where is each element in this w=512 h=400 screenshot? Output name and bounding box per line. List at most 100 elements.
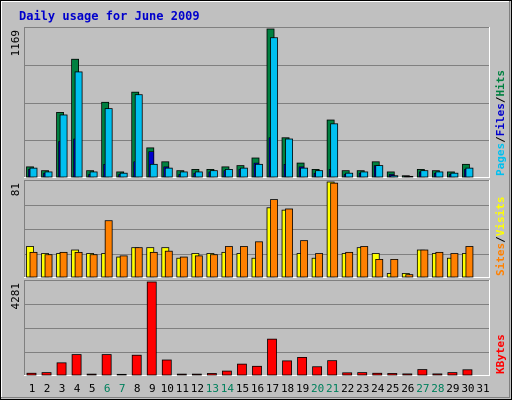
bar-kbytes-day-2 [41,372,52,376]
bar-kbytes-day-20 [312,366,323,376]
bar-kbytes-day-8 [131,354,142,376]
bar-sites-day-16 [255,241,263,278]
x-tick-label: 19 [296,382,309,395]
chart-marks [26,28,474,376]
bar-sites-day-8 [134,247,143,278]
bar-pages-day-21 [330,123,339,178]
legend-visits-sites: Sites/Visits [494,197,507,277]
bar-kbytes-day-4 [71,354,82,376]
bar-kbytes-day-10 [161,359,172,376]
bar-kbytes-day-9 [146,281,157,376]
x-tick-label: 1 [29,382,36,395]
legend-separator: / [494,236,507,243]
bar-pages-day-11 [179,171,188,178]
bar-kbytes-day-12 [191,373,202,376]
x-tick-label: 26 [401,382,414,395]
ymax-label-visits-sites: 81 [9,183,22,196]
bar-pages-day-16 [255,163,263,178]
x-tick-label: 30 [461,382,474,395]
x-tick-label: 12 [191,382,204,395]
bar-sites-day-29 [450,253,459,278]
bar-sites-day-24 [375,259,384,278]
bar-pages-day-19 [300,167,308,178]
ymax-label-kbytes: 4281 [9,283,22,310]
bar-sites-day-19 [300,240,308,278]
bar-sites-day-26 [405,274,414,278]
x-tick-label: 11 [176,382,189,395]
bar-kbytes-day-3 [56,362,67,376]
x-tick-label: 4 [74,382,81,395]
bar-pages-day-5 [89,171,98,178]
bar-kbytes-day-29 [447,372,458,376]
legend-visits: Visits [494,197,507,237]
x-tick-label: 7 [119,382,126,395]
bar-sites-day-12 [194,255,203,278]
bar-pages-day-15 [240,167,248,178]
bar-kbytes-day-14 [222,370,232,376]
bar-sites-day-13 [209,254,218,278]
legend-separator: / [494,96,507,103]
bar-sites-day-10 [164,250,173,278]
x-tick-label: 13 [206,382,219,395]
bar-pages-day-9 [149,163,158,178]
bar-sites-day-25 [390,259,399,278]
bar-kbytes-day-11 [176,373,187,376]
bar-pages-day-1 [29,167,38,178]
x-tick-label: 24 [371,382,385,395]
x-tick-label: 3 [59,382,66,395]
bar-sites-day-30 [465,246,474,278]
bar-sites-day-11 [179,256,188,278]
legend-kbytes: KBytes [494,334,507,374]
x-tick-label: 22 [341,382,354,395]
bar-pages-day-27 [420,170,429,178]
legend-hits-files-pages: Pages/Files/Hits [494,70,507,176]
bar-sites-day-14 [225,246,233,278]
x-tick-label: 8 [134,382,141,395]
x-tick-label: 28 [431,382,444,395]
bar-pages-day-12 [194,171,203,178]
bar-pages-day-8 [134,94,143,178]
bar-kbytes-day-28 [432,373,443,376]
bar-kbytes-day-24 [372,372,383,376]
bar-pages-day-13 [209,170,218,178]
legend-files: Files [494,103,507,136]
bar-pages-day-14 [225,169,233,178]
legend-hits: Hits [494,70,507,97]
bar-kbytes-day-5 [86,373,97,376]
bar-pages-day-18 [285,138,293,178]
bar-sites-day-28 [435,251,444,278]
bar-pages-day-4 [74,71,83,178]
bar-kbytes-day-26 [402,373,413,376]
bar-kbytes-day-17 [267,338,277,376]
bar-pages-day-28 [435,171,444,178]
bar-pages-day-29 [450,172,459,178]
bar-pages-day-22 [345,172,354,178]
bar-sites-day-23 [360,246,369,278]
bar-sites-day-18 [285,208,293,278]
bar-pages-day-7 [119,172,128,178]
bar-pages-day-10 [164,167,173,178]
x-tick-label: 9 [149,382,156,395]
bar-pages-day-24 [375,165,384,178]
legend-sites: Sites [494,243,507,276]
x-tick-label: 18 [281,382,294,395]
bar-pages-day-2 [44,171,53,178]
x-tick-label: 16 [251,382,264,395]
bar-kbytes-day-1 [26,372,37,376]
bar-sites-day-4 [74,251,83,278]
x-tick-label: 29 [446,382,459,395]
bar-pages-day-23 [360,171,369,178]
bar-sites-day-1 [29,251,38,278]
bar-sites-day-3 [59,251,68,278]
bar-kbytes-day-15 [237,363,247,376]
bar-kbytes-day-27 [417,369,428,376]
bar-kbytes-day-7 [116,373,127,376]
bar-pages-day-6 [104,108,113,178]
x-tick-label: 14 [221,382,235,395]
x-tick-label: 25 [386,382,399,395]
bar-kbytes-day-6 [101,354,112,376]
x-tick-label: 20 [311,382,324,395]
bar-kbytes-day-19 [297,357,307,376]
bar-pages-day-30 [465,167,474,178]
